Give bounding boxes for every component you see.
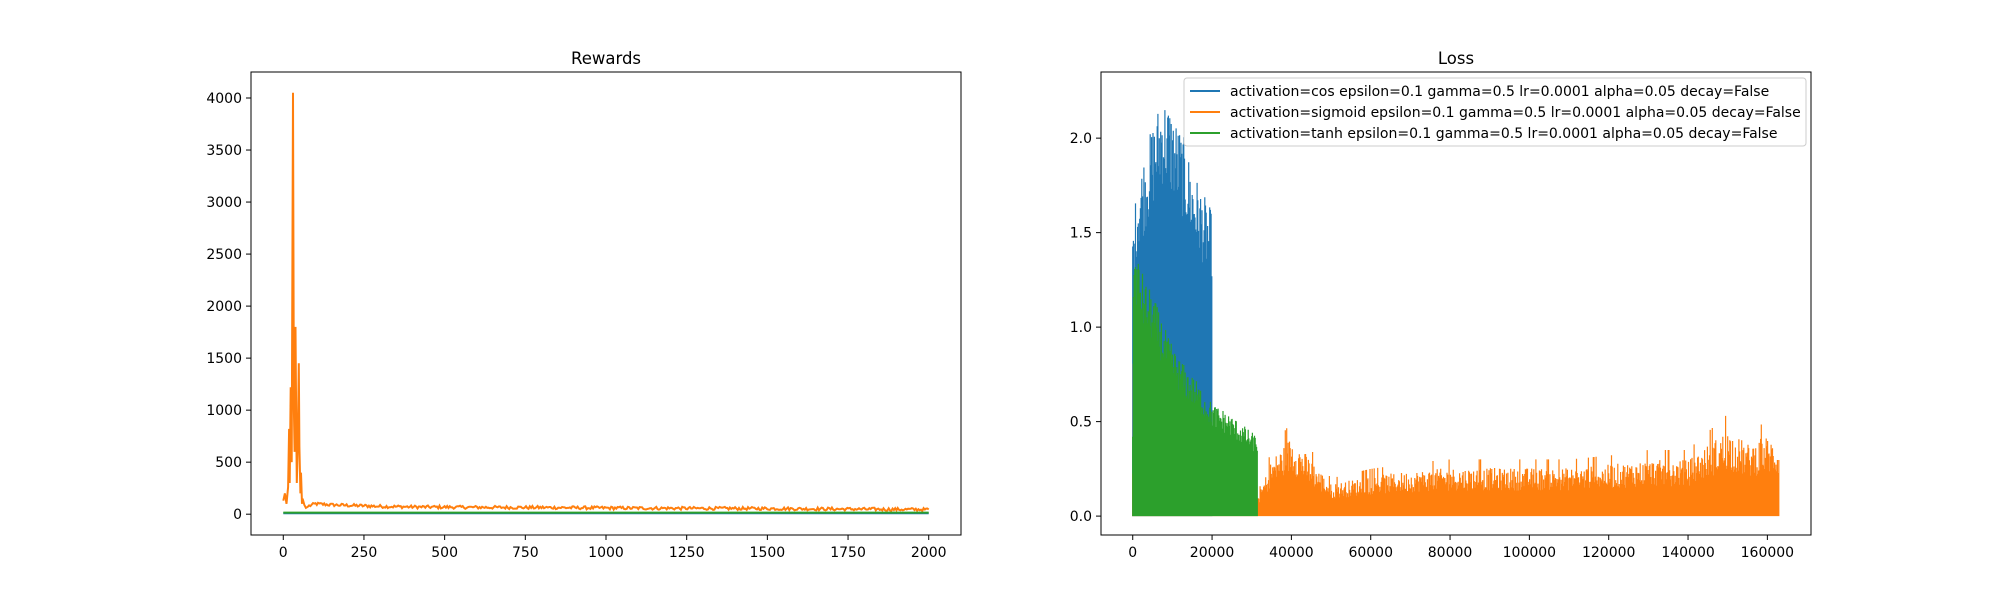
x-tick-label: 500: [431, 545, 458, 561]
x-tick-label: 2000: [911, 545, 947, 561]
loss-y-ticks: 0.0 0.5 1.0 1.5 2.0: [1070, 131, 1101, 525]
rewards-title: Rewards: [571, 49, 641, 68]
x-tick-label: 750: [512, 545, 539, 561]
x-tick-label: 250: [351, 545, 378, 561]
x-tick-label: 1750: [830, 545, 866, 561]
loss-legend: activation=cos epsilon=0.1 gamma=0.5 lr=…: [1183, 77, 1807, 147]
y-tick-label: 4000: [206, 91, 242, 107]
x-tick-label: 0: [279, 545, 288, 561]
y-tick-label: 0.5: [1070, 415, 1092, 431]
y-tick-label: 3000: [206, 195, 242, 211]
x-tick-label: 100000: [1503, 545, 1556, 561]
y-tick-label: 1.0: [1070, 320, 1092, 336]
y-tick-label: 0: [233, 507, 242, 523]
loss-title: Loss: [1438, 49, 1474, 68]
y-tick-label: 500: [215, 455, 242, 471]
x-tick-label: 140000: [1661, 545, 1714, 561]
legend-label-tanh: activation=tanh epsilon=0.1 gamma=0.5 lr…: [1230, 126, 1777, 142]
rewards-axes: Rewards 0 250 500 750 1000 1250 1500 1750 2000 0…: [206, 49, 962, 561]
x-tick-label: 80000: [1428, 545, 1473, 561]
y-tick-label: 1.5: [1070, 226, 1092, 242]
legend-label-sigmoid: activation=sigmoid epsilon=0.1 gamma=0.5…: [1230, 105, 1801, 121]
y-tick-label: 1000: [206, 403, 242, 419]
loss-axes-frame: [1100, 71, 1812, 536]
y-tick-label: 2000: [206, 299, 242, 315]
y-tick-label: 3500: [206, 143, 242, 159]
rewards-x-ticks: 0 250 500 750 1000 1250 1500 1750 2000: [279, 535, 947, 561]
legend-box: [1183, 77, 1807, 147]
x-tick-label: 0: [1128, 545, 1137, 561]
x-tick-label: 20000: [1190, 545, 1235, 561]
x-tick-label: 60000: [1348, 545, 1393, 561]
loss-x-ticks: 0 20000 40000 60000 80000 100000 120000 140000 1…: [1128, 535, 1794, 561]
loss-series-line-2: [1132, 263, 1258, 517]
rewards-y-ticks: 0 500 1000 1500 2000 2500 3000 3500 4000: [206, 91, 251, 523]
y-tick-label: 1500: [206, 351, 242, 367]
rewards-plot-area: [282, 92, 930, 515]
legend-label-cos: activation=cos epsilon=0.1 gamma=0.5 lr=…: [1230, 84, 1769, 100]
x-tick-label: 1000: [588, 545, 624, 561]
y-tick-label: 2.0: [1070, 131, 1092, 147]
rewards-series-line-1: [282, 92, 930, 513]
x-tick-label: 1500: [750, 545, 786, 561]
x-tick-label: 120000: [1582, 545, 1635, 561]
loss-axes: Loss 0 20000 40000 60000 80000 100000 120000 14…: [1070, 49, 1812, 561]
x-tick-label: 160000: [1741, 545, 1794, 561]
y-tick-label: 0.0: [1070, 509, 1092, 525]
y-tick-label: 2500: [206, 247, 242, 263]
x-tick-label: 40000: [1269, 545, 1314, 561]
loss-plot-area: [1132, 110, 1780, 517]
x-tick-label: 1250: [669, 545, 705, 561]
rewards-axes-frame: [250, 71, 962, 536]
